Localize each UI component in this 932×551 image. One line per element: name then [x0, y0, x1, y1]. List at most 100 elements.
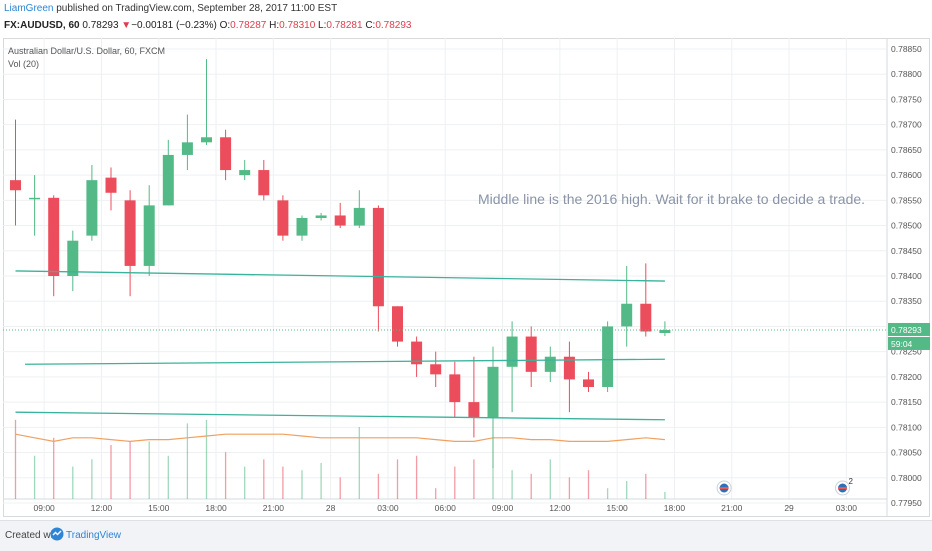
candle — [659, 321, 671, 337]
candle-body — [640, 303, 652, 332]
price-tick-label: 0.78200 — [891, 372, 922, 382]
candle — [411, 336, 423, 377]
candle-body — [29, 197, 41, 200]
chart-frame — [3, 38, 930, 517]
time-tick-label: 18:00 — [205, 503, 227, 513]
high-label: H: — [269, 20, 280, 31]
price-tick-label: 0.78650 — [891, 145, 922, 155]
publish-info: LiamGreen published on TradingView.com, … — [4, 3, 337, 14]
candle-body — [239, 170, 251, 176]
candle-body — [430, 364, 442, 375]
price-tick-label: 0.78400 — [891, 271, 922, 281]
event-marker-stripe — [838, 487, 848, 489]
open-value: 0.78287 — [230, 20, 267, 31]
countdown-label: 59:04 — [891, 339, 913, 349]
candle-body — [296, 217, 308, 236]
candle — [392, 306, 403, 347]
quote-line: FX:AUDUSD, 60 0.78293 ▼−0.00181 (−0.23%)… — [4, 20, 411, 31]
candle — [67, 230, 79, 292]
price-tick-label: 0.78500 — [891, 221, 922, 231]
author-link[interactable]: LiamGreen — [4, 3, 54, 14]
candle-body — [277, 200, 289, 236]
candle-body — [258, 170, 270, 196]
candle — [105, 167, 117, 211]
candle — [602, 321, 614, 393]
trendline — [15, 411, 665, 421]
candle-body — [334, 215, 346, 226]
time-tick-label: 29 — [784, 503, 794, 513]
trendline — [15, 270, 665, 282]
open-label: O: — [219, 20, 231, 31]
candle — [430, 351, 442, 387]
candle — [544, 346, 556, 382]
candle-body — [411, 341, 423, 365]
candle-body — [544, 356, 556, 372]
high-value: 0.78310 — [279, 20, 316, 31]
trendline — [25, 358, 665, 365]
candle — [353, 190, 365, 229]
price-tick-label: 0.78350 — [891, 296, 922, 306]
candle — [220, 129, 232, 181]
last-price-badge — [888, 322, 930, 336]
candle — [48, 195, 60, 297]
candle — [640, 263, 652, 337]
symbol-label[interactable]: FX:AUDUSD, 60 — [4, 20, 80, 31]
candle-body — [315, 215, 327, 218]
candle-body — [67, 240, 79, 276]
time-tick-label: 09:00 — [492, 503, 514, 513]
price-tick-label: 0.77950 — [891, 498, 922, 508]
candle — [563, 341, 575, 413]
price-tick-label: 0.78800 — [891, 69, 922, 79]
last-price: 0.78293 — [82, 20, 119, 31]
tradingview-logo-icon[interactable] — [50, 527, 64, 541]
candle-body — [602, 326, 614, 387]
candle — [506, 321, 518, 413]
tradingview-brand-link[interactable]: TradingView — [66, 530, 122, 541]
price-change: −0.00181 (−0.23%) — [131, 20, 217, 31]
price-tick-label: 0.78700 — [891, 120, 922, 130]
price-tick-label: 0.78600 — [891, 170, 922, 180]
candle — [449, 361, 461, 418]
time-tick-label: 12:00 — [549, 503, 571, 513]
instrument-legend[interactable]: Australian Dollar/U.S. Dollar, 60, FXCM — [8, 46, 166, 56]
candle — [621, 265, 633, 347]
candle — [124, 190, 136, 297]
published-text: published on TradingView.com, September … — [56, 3, 338, 14]
candle-body — [659, 329, 671, 334]
event-marker-icon[interactable] — [716, 480, 732, 496]
price-tick-label: 0.78250 — [891, 347, 922, 357]
candle-body — [583, 379, 594, 387]
time-tick-label: 21:00 — [263, 503, 285, 513]
down-arrow-icon: ▼ — [121, 20, 132, 31]
price-tick-label: 0.78150 — [891, 397, 922, 407]
candle-body — [449, 374, 461, 403]
candle — [86, 165, 98, 241]
chart-header: LiamGreen published on TradingView.com, … — [0, 0, 932, 38]
price-chart[interactable]: Middle line is the 2016 high. Wait for i… — [3, 38, 930, 517]
volume-ma-line — [15, 433, 665, 443]
time-tick-label: 09:00 — [34, 503, 56, 513]
candle — [181, 114, 193, 171]
candle — [334, 202, 346, 229]
candle-body — [105, 177, 117, 193]
last-price-label: 0.78293 — [891, 325, 922, 335]
candle — [29, 175, 41, 236]
candle — [525, 326, 537, 387]
candle — [583, 371, 594, 393]
time-tick-label: 21:00 — [721, 503, 743, 513]
candle — [296, 215, 308, 241]
candle-body — [201, 137, 212, 143]
candle — [10, 119, 21, 226]
candle-body — [468, 402, 480, 418]
candle-body — [563, 356, 575, 380]
time-tick-label: 03:00 — [377, 503, 399, 513]
event-marker-icon[interactable]: 2 — [835, 477, 854, 496]
volume-legend[interactable]: Vol (20) — [8, 59, 40, 69]
candle — [201, 59, 212, 145]
candle-body — [220, 137, 232, 171]
candle-body — [181, 142, 193, 155]
candle-body — [86, 180, 98, 236]
candle-body — [392, 306, 403, 342]
price-tick-label: 0.78000 — [891, 473, 922, 483]
price-tick-label: 0.78450 — [891, 246, 922, 256]
